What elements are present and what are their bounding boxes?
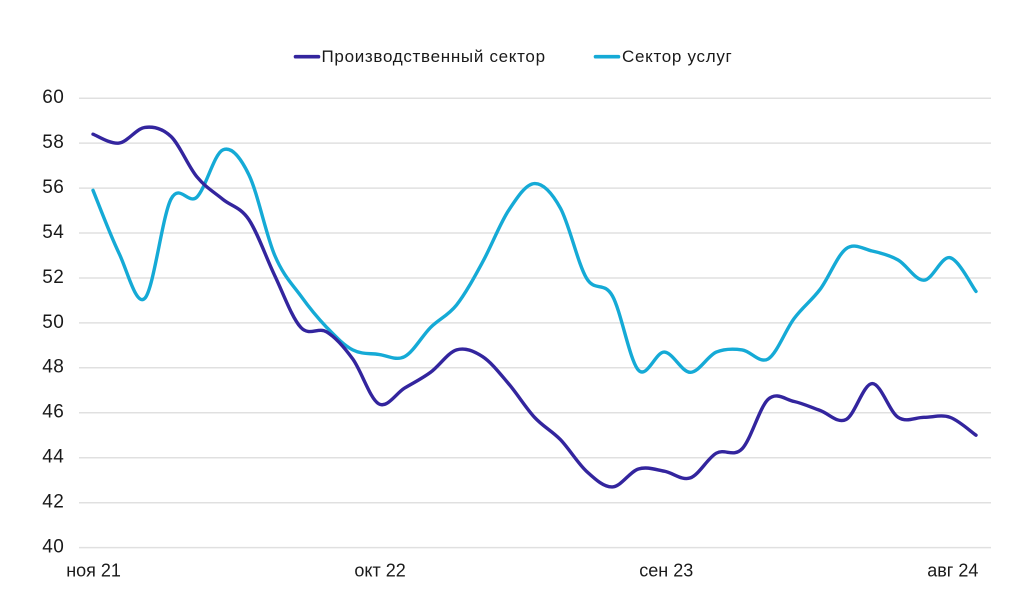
svg-text:54: 54	[42, 222, 64, 243]
svg-text:52: 52	[42, 267, 64, 288]
svg-text:ноя 21: ноя 21	[66, 561, 121, 581]
svg-text:46: 46	[42, 402, 64, 423]
svg-text:Сектор услуг: Сектор услуг	[622, 47, 732, 66]
svg-text:58: 58	[42, 132, 64, 153]
svg-text:56: 56	[42, 177, 64, 198]
svg-text:42: 42	[42, 492, 64, 513]
svg-text:сен 23: сен 23	[639, 561, 693, 581]
svg-text:40: 40	[42, 537, 64, 558]
svg-text:60: 60	[42, 87, 64, 108]
svg-text:50: 50	[42, 312, 64, 333]
svg-text:Производственный сектор: Производственный сектор	[322, 47, 546, 66]
svg-text:авг 24: авг 24	[927, 561, 978, 581]
svg-text:окт 22: окт 22	[354, 561, 405, 581]
svg-text:48: 48	[42, 357, 64, 378]
svg-text:44: 44	[42, 447, 64, 468]
